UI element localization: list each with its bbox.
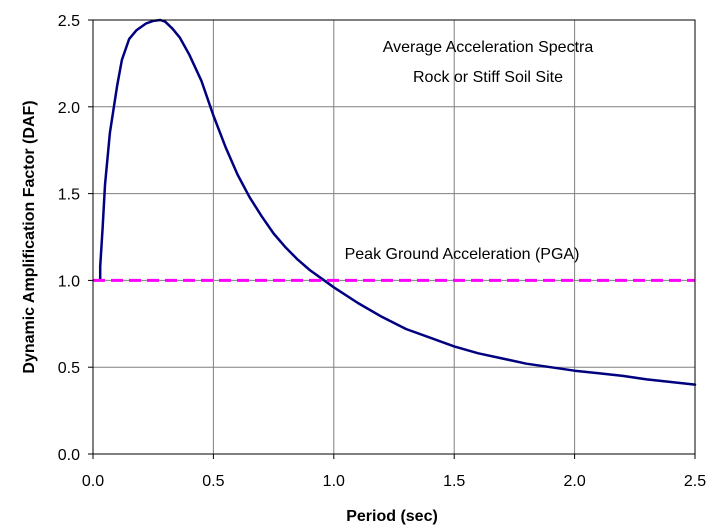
x-tick-label: 2.5 [684, 473, 706, 490]
y-tick-label: 1.5 [58, 187, 80, 204]
annotation-spectra-title: Average Acceleration Spectra [383, 39, 594, 56]
y-tick-label: 2.0 [58, 100, 80, 117]
x-tick-label: 0.0 [82, 473, 104, 490]
grid-lines [93, 20, 695, 454]
x-tick-label: 1.0 [323, 473, 345, 490]
x-tick-label: 2.0 [563, 473, 585, 490]
annotation-site-type: Rock or Stiff Soil Site [413, 69, 563, 86]
plot-frame [92, 19, 696, 455]
x-tick-label: 0.5 [202, 473, 224, 490]
tick-labels: 0.0 0.5 1.0 1.5 2.0 2.5 0.0 0.5 1.0 1.5 2.0 2.5 [58, 13, 706, 490]
y-tick-label: 0.5 [58, 360, 80, 377]
annotation-pga: Peak Ground Acceleration (PGA) [345, 246, 580, 263]
y-axis-title: Dynamic Amplification Factor (DAF) [21, 100, 38, 373]
chart-series [93, 18, 697, 386]
x-tick-label: 1.5 [443, 473, 465, 490]
x-axis-title: Period (sec) [346, 508, 438, 525]
y-tick-label: 0.0 [58, 447, 80, 464]
spectrum-curve [98, 18, 697, 386]
y-tick-label: 1.0 [58, 273, 80, 290]
y-tick-label: 2.5 [58, 13, 80, 30]
plot-area-border [92, 19, 696, 455]
